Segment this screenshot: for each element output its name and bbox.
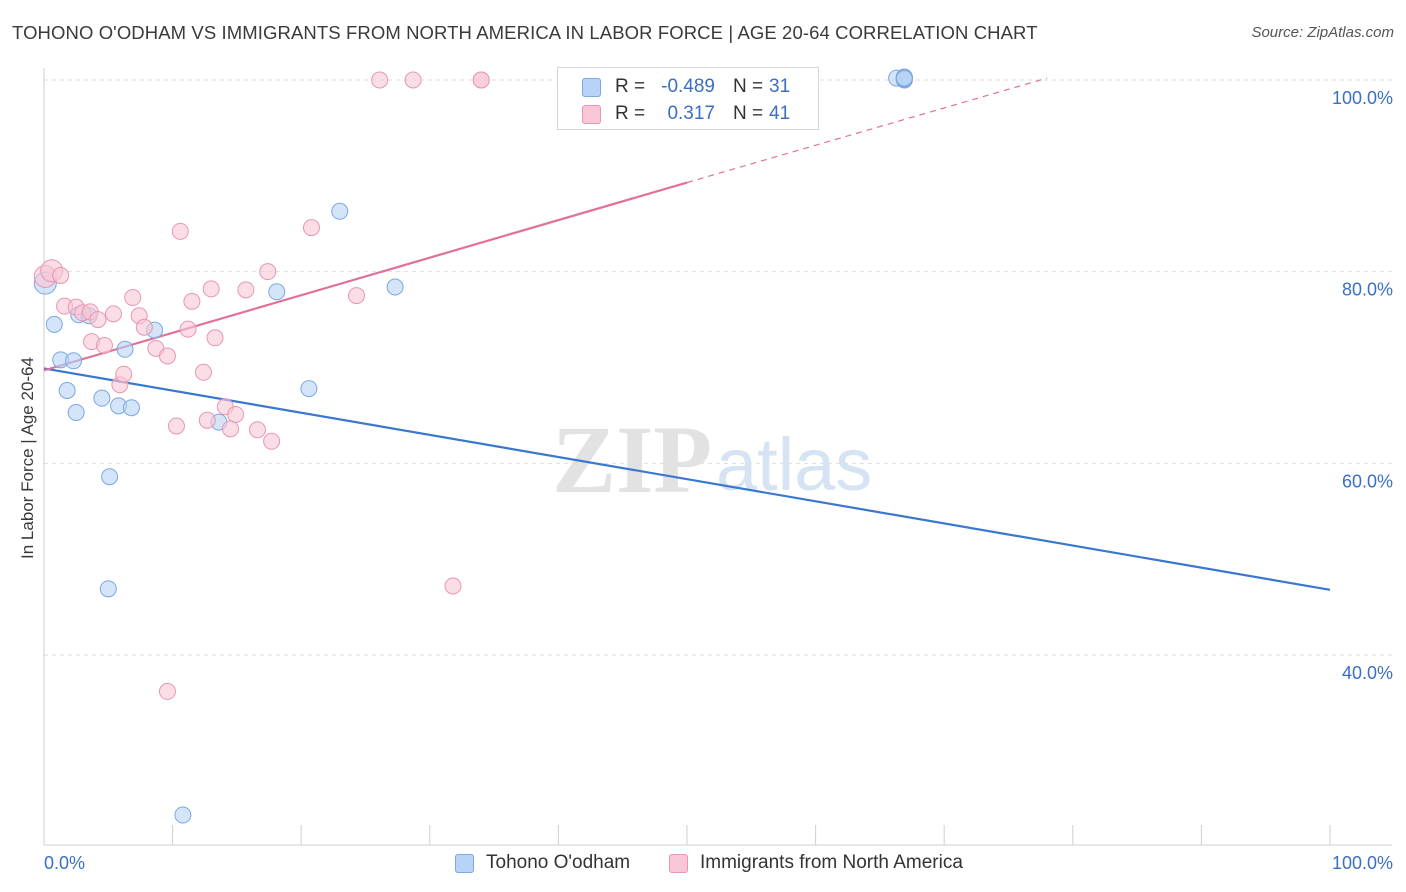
trend-lines bbox=[43, 77, 1331, 591]
point-immigrants bbox=[171, 222, 189, 240]
legend-row-blue: R = -0.489 N = 31 bbox=[582, 76, 790, 98]
point-immigrants bbox=[52, 267, 70, 284]
point-immigrants bbox=[95, 336, 113, 354]
pink-swatch-icon bbox=[582, 104, 601, 124]
point-immigrants bbox=[115, 365, 133, 383]
point-tohono bbox=[67, 404, 85, 422]
y-tick-label: 80.0% bbox=[1342, 280, 1393, 300]
trend-line-pink bbox=[686, 77, 1048, 184]
series-legend: Tohono O'odham Immigrants from North Ame… bbox=[0, 852, 1406, 876]
grid-lines bbox=[44, 79, 1392, 656]
axes bbox=[43, 68, 1392, 846]
x-tick-label: 0.0% bbox=[44, 853, 85, 873]
point-immigrants bbox=[89, 311, 107, 329]
point-tohono bbox=[93, 389, 111, 407]
y-tick-label: 60.0% bbox=[1342, 471, 1393, 491]
point-immigrants bbox=[302, 219, 320, 237]
tick-labels: 100.0% 80.0% 60.0% 40.0% 0.0% 100.0% bbox=[44, 88, 1393, 873]
legend-item-label: Tohono O'odham bbox=[486, 852, 631, 873]
blue-swatch-icon bbox=[582, 77, 601, 97]
point-immigrants bbox=[472, 71, 490, 89]
blue-swatch-icon bbox=[455, 853, 474, 873]
legend-n-value: 41 bbox=[769, 103, 791, 124]
trend-line-pink bbox=[43, 181, 688, 372]
point-immigrants bbox=[167, 417, 185, 435]
point-tohono bbox=[895, 69, 913, 87]
legend-n-label: N = bbox=[733, 103, 764, 124]
point-tohono bbox=[300, 380, 318, 398]
point-immigrants bbox=[371, 71, 389, 89]
pink-swatch-icon bbox=[669, 853, 688, 873]
point-immigrants bbox=[237, 281, 255, 299]
legend-n-label: N = bbox=[733, 76, 764, 97]
point-immigrants bbox=[263, 432, 281, 450]
x-tick-label: 100.0% bbox=[1332, 853, 1393, 873]
y-tick-label: 40.0% bbox=[1342, 663, 1393, 683]
point-immigrants bbox=[347, 287, 365, 305]
watermark: ZIP atlas bbox=[552, 406, 872, 513]
point-tohono bbox=[65, 352, 83, 370]
legend-r-value: 0.317 bbox=[667, 103, 715, 124]
point-immigrants bbox=[183, 292, 201, 310]
point-tohono bbox=[268, 283, 286, 301]
point-immigrants bbox=[259, 263, 277, 281]
source-credit: Source: ZipAtlas.com bbox=[1251, 24, 1394, 41]
y-axis-label: In Labor Force | Age 20-64 bbox=[18, 357, 37, 559]
point-immigrants bbox=[444, 577, 462, 595]
point-immigrants bbox=[248, 421, 266, 439]
point-immigrants bbox=[124, 289, 142, 307]
legend-r-label: R = bbox=[615, 76, 646, 97]
point-immigrants bbox=[104, 305, 122, 323]
point-tohono bbox=[45, 315, 63, 333]
point-immigrants bbox=[202, 280, 220, 298]
point-immigrants bbox=[158, 682, 176, 700]
point-tohono bbox=[174, 806, 192, 824]
point-tohono bbox=[331, 202, 349, 220]
point-immigrants bbox=[221, 420, 239, 438]
point-immigrants bbox=[206, 329, 224, 347]
correlation-legend: R = -0.489 N = 31 R = 0.317 N = 41 bbox=[557, 67, 819, 130]
legend-r-label: R = bbox=[615, 103, 646, 124]
point-immigrants bbox=[135, 318, 153, 336]
legend-item-immigrants: Immigrants from North America bbox=[669, 852, 963, 874]
point-tohono bbox=[58, 382, 76, 399]
legend-row-pink: R = 0.317 N = 41 bbox=[582, 103, 790, 125]
legend-item-tohono: Tohono O'odham bbox=[455, 852, 630, 874]
y-tick-label: 100.0% bbox=[1332, 88, 1393, 108]
point-tohono bbox=[99, 580, 117, 598]
point-immigrants bbox=[179, 320, 197, 338]
point-immigrants bbox=[198, 411, 216, 429]
legend-item-label: Immigrants from North America bbox=[700, 852, 963, 873]
point-immigrants bbox=[194, 363, 212, 381]
trend-line-blue bbox=[43, 367, 1331, 591]
chart-title: TOHONO O'ODHAM VS IMMIGRANTS FROM NORTH … bbox=[12, 22, 1038, 43]
point-tohono bbox=[122, 399, 140, 417]
legend-n-value: 31 bbox=[769, 76, 791, 97]
point-immigrants bbox=[227, 405, 245, 423]
data-points bbox=[33, 68, 913, 824]
legend-r-value: -0.489 bbox=[661, 76, 715, 97]
point-immigrants bbox=[158, 347, 176, 365]
point-tohono bbox=[386, 278, 404, 296]
point-tohono bbox=[101, 468, 119, 486]
watermark-atlas: atlas bbox=[716, 423, 872, 506]
point-tohono bbox=[116, 340, 134, 358]
point-immigrants bbox=[404, 71, 422, 89]
